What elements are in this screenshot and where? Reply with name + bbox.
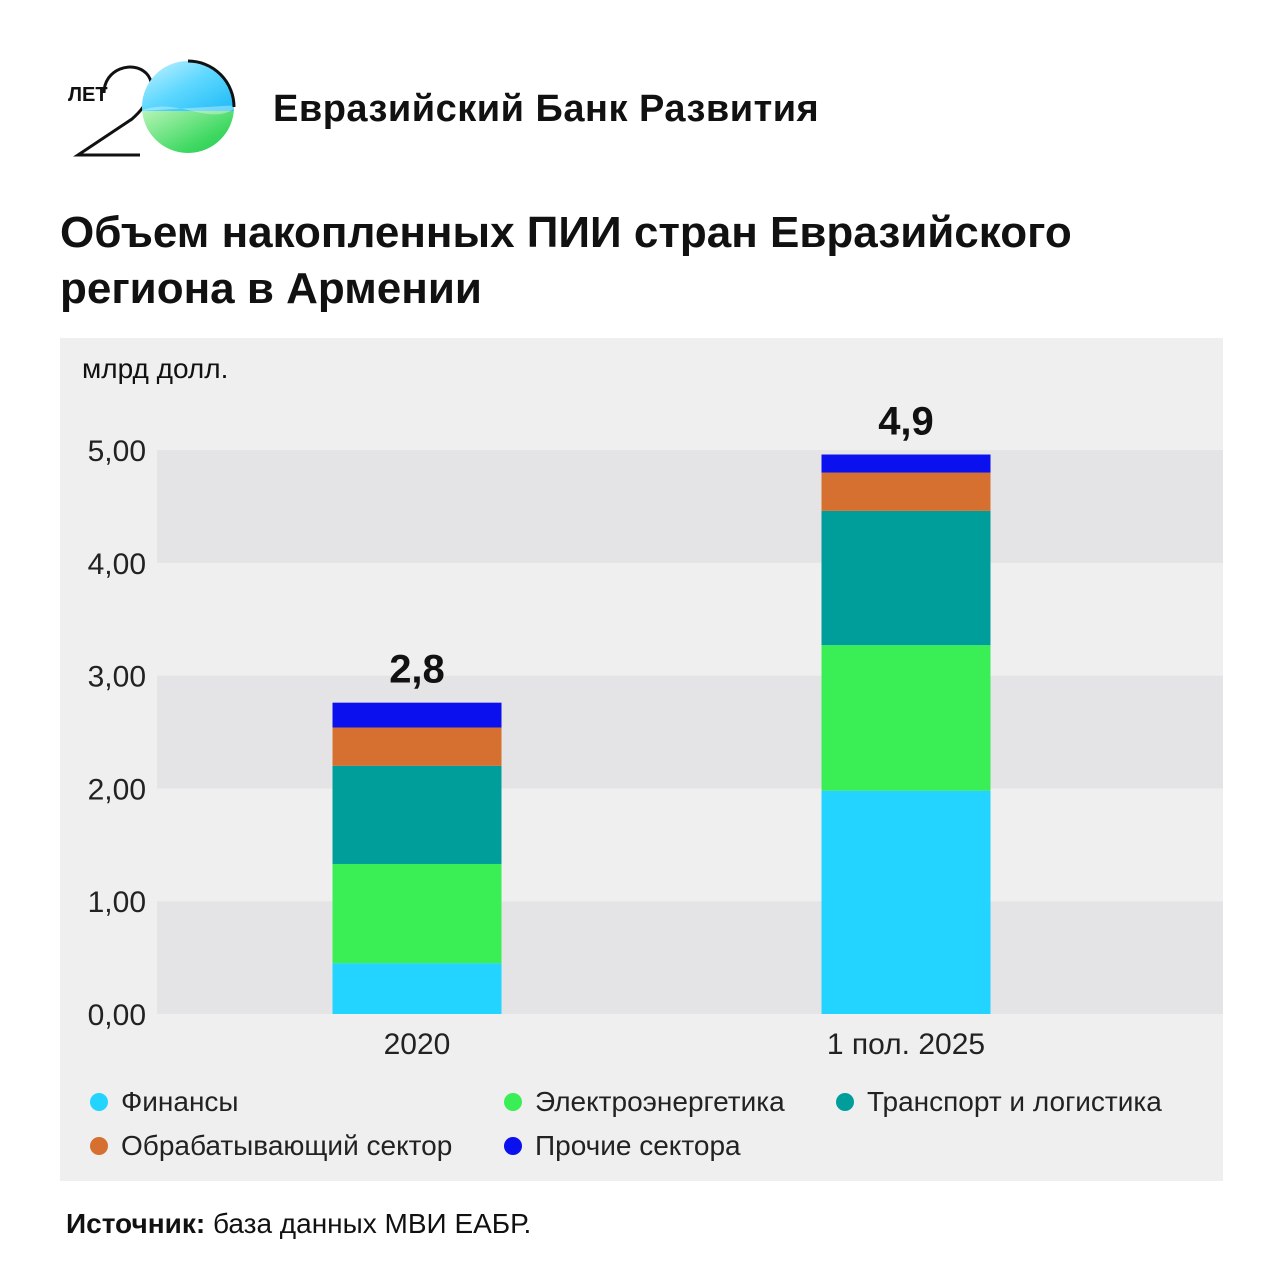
bar-segment-energy: [821, 645, 991, 791]
legend-item-other: Прочие сектора: [504, 1130, 741, 1162]
legend-item-transport: Транспорт и логистика: [836, 1086, 1162, 1118]
legend-item-manufacturing: Обрабатывающий сектор: [90, 1130, 452, 1162]
x-category-label: 2020: [384, 1028, 451, 1061]
source-label: Источник:: [66, 1208, 206, 1239]
bar-segment-manufacturing: [332, 727, 502, 766]
legend-swatch: [90, 1137, 108, 1155]
y-tick-label: 2,00: [88, 773, 146, 806]
gridline-band: [157, 788, 1223, 902]
gridline-band: [157, 675, 1223, 789]
chart-title: Объем накопленных ПИИ стран Евразийского…: [60, 208, 1072, 313]
legend-swatch: [90, 1093, 108, 1111]
bar-segment-transport: [821, 510, 991, 646]
legend-item-energy: Электроэнергетика: [504, 1086, 785, 1118]
bank-name: Евразийский Банк Развития: [273, 88, 820, 130]
legend-item-finance: Финансы: [90, 1086, 239, 1118]
legend-swatch: [504, 1137, 522, 1155]
gridline-band: [157, 562, 1223, 676]
logo-years-text: ЛЕТ: [68, 84, 108, 106]
y-axis-unit-label: млрд долл.: [82, 353, 229, 384]
bar-segment-manufacturing: [821, 472, 991, 511]
bar-segment-energy: [332, 863, 502, 964]
eabr-20-years-logo: ЛЕТ: [68, 59, 236, 157]
y-tick-label: 0,00: [88, 999, 146, 1032]
bar-total-label: 2,8: [389, 648, 445, 692]
bar-segment-transport: [332, 765, 502, 864]
y-tick-label: 5,00: [88, 435, 146, 468]
y-tick-label: 3,00: [88, 661, 146, 694]
legend-label: Финансы: [121, 1086, 239, 1117]
x-category-label: 1 пол. 2025: [827, 1028, 985, 1061]
bar-total-label: 4,9: [878, 400, 934, 444]
gridline-band: [157, 450, 1223, 563]
legend-label: Транспорт и логистика: [867, 1086, 1162, 1117]
legend-label: Прочие сектора: [535, 1130, 741, 1161]
legend-swatch: [836, 1093, 854, 1111]
y-tick-label: 1,00: [88, 886, 146, 919]
source-note: Источник: база данных МВИ ЕАБР.: [66, 1208, 531, 1240]
legend-label: Обрабатывающий сектор: [121, 1130, 453, 1161]
bar-segment-finance: [821, 790, 991, 1014]
y-tick-label: 4,00: [88, 548, 146, 581]
bar-segment-finance: [332, 963, 502, 1014]
bar-segment-other: [821, 454, 991, 473]
source-text: база данных МВИ ЕАБР.: [212, 1208, 532, 1239]
bar-segment-other: [332, 702, 502, 728]
legend-swatch: [504, 1093, 522, 1111]
gridline-band: [157, 901, 1223, 1014]
legend-label: Электроэнергетика: [535, 1086, 785, 1117]
